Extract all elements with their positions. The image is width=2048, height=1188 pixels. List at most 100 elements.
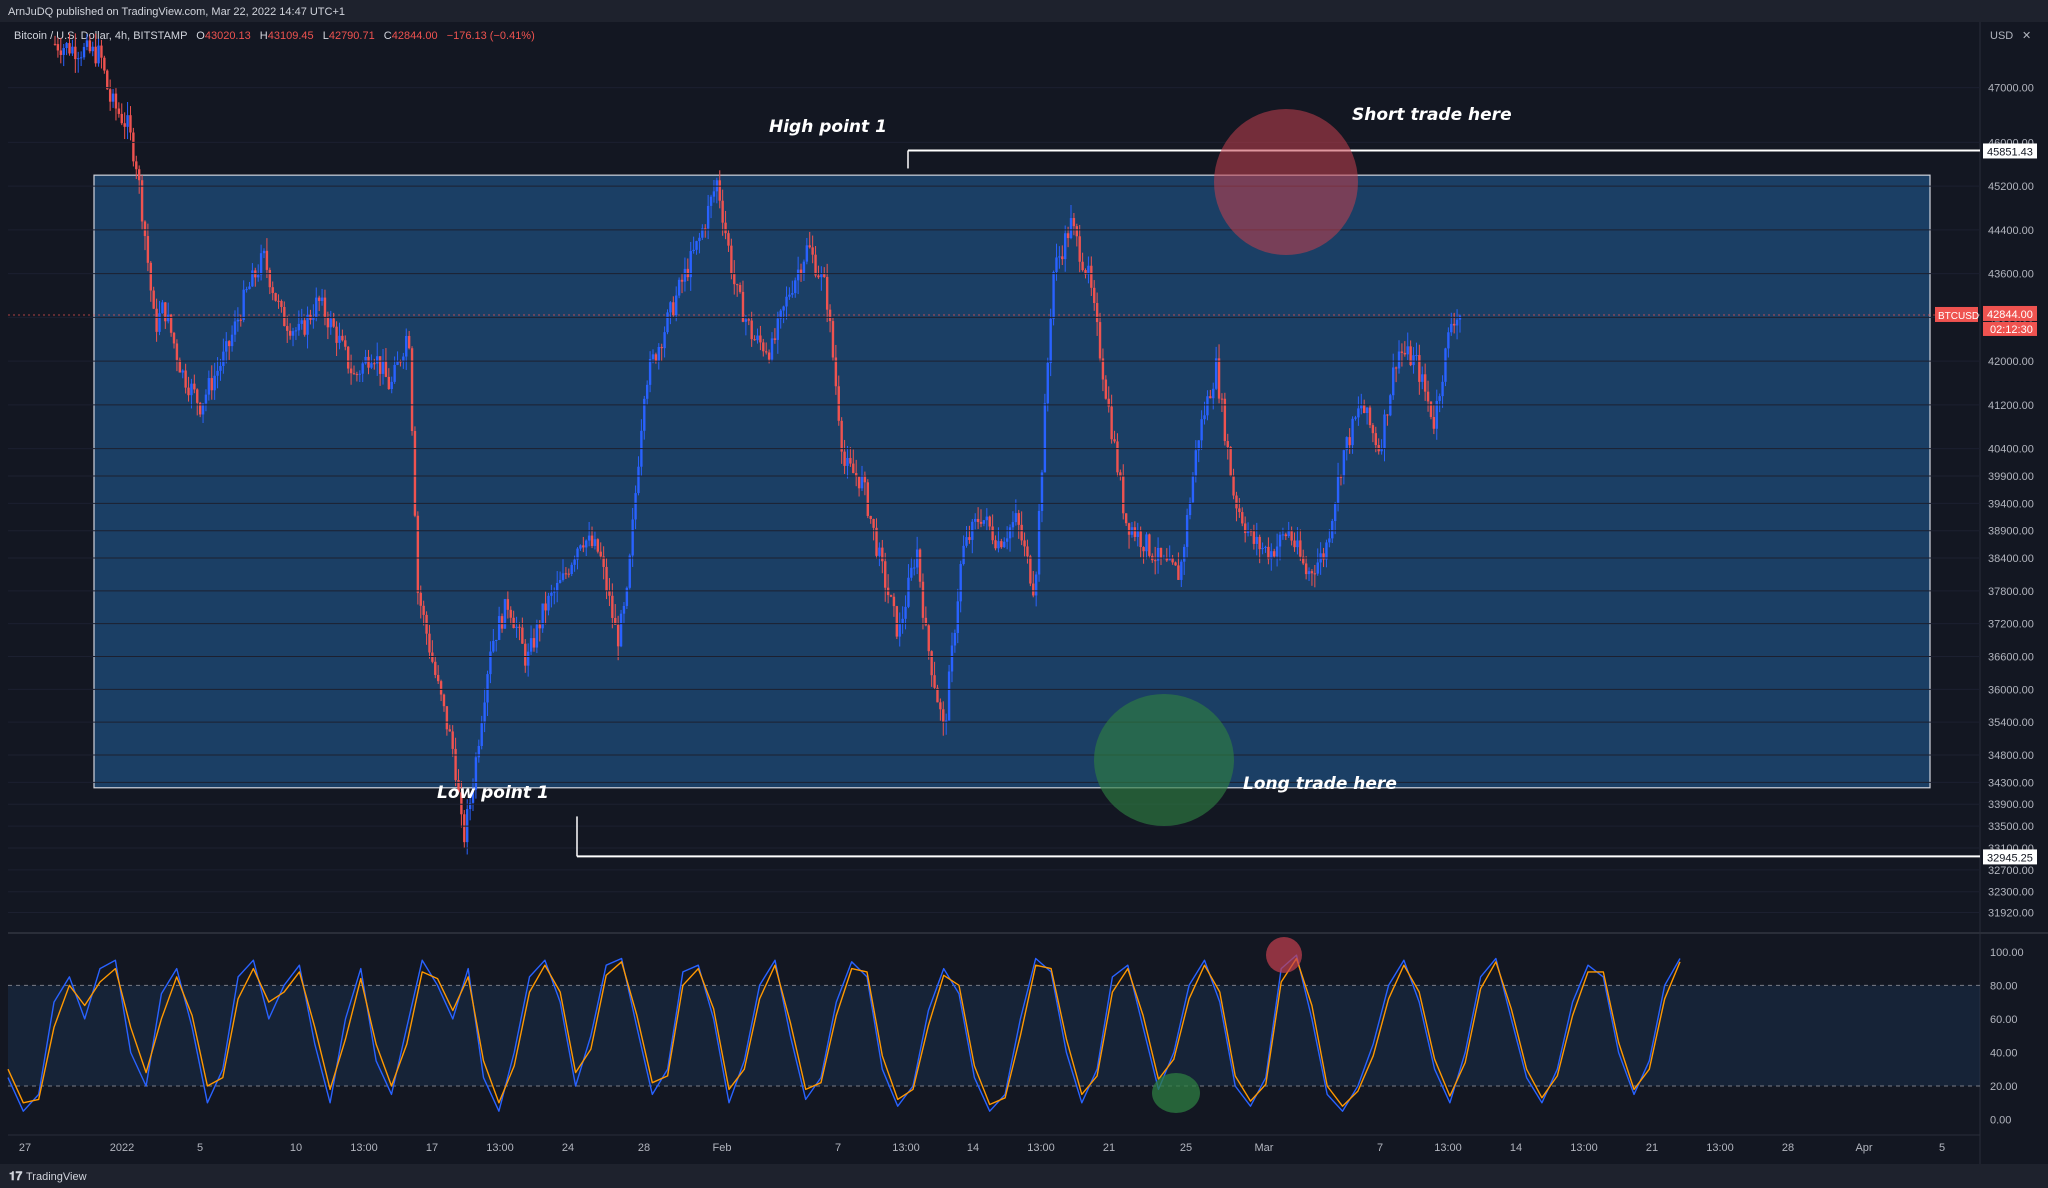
candle-body <box>85 40 89 47</box>
candle-body <box>529 638 533 652</box>
candle-body <box>985 516 989 521</box>
candle-body <box>779 310 782 319</box>
stochastic-axis[interactable]: 100.00 80.00 60.00 40.00 20.00 0.00 <box>1990 947 2024 1127</box>
candle-body <box>561 573 565 581</box>
time-axis[interactable]: 27 2022 5 10 13:00 17 13:00 24 28 Feb 7 13:00 14 13:0… <box>19 1142 1945 1154</box>
price-tick-label: 34800.00 <box>1988 750 2034 762</box>
time-tick-label: 14 <box>967 1142 979 1154</box>
open-value: 43020.13 <box>205 30 251 42</box>
candle-body <box>65 43 68 49</box>
candle-body <box>1133 527 1137 537</box>
short-zone-ellipse[interactable] <box>1214 109 1358 255</box>
candle-body <box>129 115 132 133</box>
candle-body <box>1444 348 1447 382</box>
candle-body <box>976 518 980 522</box>
candle-body <box>1124 513 1128 524</box>
candle-body <box>1368 407 1372 426</box>
time-tick-label: 21 <box>1646 1142 1658 1154</box>
candle-body <box>1374 433 1377 446</box>
candle-body <box>930 651 933 676</box>
candle-body <box>1447 332 1450 349</box>
candle-body <box>808 245 811 248</box>
candle-body <box>393 364 396 382</box>
candle-body <box>1238 508 1241 513</box>
candle-body <box>1046 362 1049 404</box>
candle-body <box>155 308 158 332</box>
candle-body <box>480 723 483 746</box>
candle-body <box>724 222 727 234</box>
candle-body <box>663 332 666 349</box>
candle-body <box>706 205 710 229</box>
currency-label[interactable]: USD <box>1990 30 2013 42</box>
low-label: L <box>323 30 329 42</box>
candle-body <box>291 331 295 336</box>
candle-body <box>74 46 77 60</box>
candle-body <box>1090 265 1093 288</box>
candle-body <box>1421 374 1424 382</box>
long-zone-ellipse[interactable] <box>1094 694 1234 826</box>
candle-body <box>196 389 199 403</box>
candle-body <box>541 603 544 629</box>
candle-body <box>82 46 86 58</box>
candle-body <box>979 521 983 524</box>
candle-body <box>1075 226 1079 237</box>
candle-body <box>1078 236 1081 262</box>
candle-body <box>79 57 83 59</box>
candle-body <box>448 729 451 732</box>
range-box[interactable] <box>93 174 1931 789</box>
candle-body <box>257 274 260 278</box>
close-label: C <box>384 30 392 42</box>
candle-body <box>213 375 216 391</box>
candle-body <box>1214 358 1218 389</box>
candle-body <box>628 555 631 588</box>
candle-body <box>773 338 777 340</box>
candle-body <box>387 376 391 390</box>
candle-body <box>1159 547 1163 559</box>
candle-body <box>631 519 634 556</box>
candle-body <box>709 196 713 206</box>
candle-body <box>1345 437 1348 451</box>
candle-body <box>1380 448 1383 452</box>
candle-body <box>1290 530 1293 541</box>
candle-body <box>1423 374 1427 392</box>
candle-body <box>1403 352 1407 355</box>
candle-body <box>1113 439 1116 442</box>
time-tick-label: 17 <box>426 1142 438 1154</box>
close-pane-icon[interactable]: ✕ <box>2022 30 2031 42</box>
candle-body <box>169 314 173 333</box>
candle-body <box>544 603 547 611</box>
tradingview-brand[interactable]: TradingView <box>26 1171 87 1183</box>
candle-body <box>1116 441 1119 473</box>
candle-body <box>614 617 617 625</box>
candle-body <box>1452 323 1456 326</box>
candle-body <box>1180 561 1183 580</box>
stoch-k-line <box>7 954 1681 1112</box>
candle-body <box>265 250 269 270</box>
candle-body <box>1052 272 1055 319</box>
candle-body <box>619 613 623 647</box>
candle-body <box>1145 534 1148 552</box>
candle-body <box>1302 556 1305 564</box>
candle-body <box>277 300 280 302</box>
candle-body <box>927 625 930 652</box>
candle-body <box>378 356 382 374</box>
candle-body <box>1029 556 1032 584</box>
candle-body <box>524 643 527 666</box>
candle-body <box>735 284 739 286</box>
candle-body <box>1148 534 1151 556</box>
candle-body <box>689 251 692 278</box>
candle-body <box>680 279 684 282</box>
candle-body <box>1032 583 1035 596</box>
candle-body <box>294 330 298 332</box>
published-note: ArnJuDQ published on TradingView.com, Ma… <box>8 6 345 18</box>
time-tick-label: 14 <box>1510 1142 1522 1154</box>
symbol-name[interactable]: Bitcoin / U.S. Dollar, 4h, BITSTAMP <box>14 30 187 42</box>
candle-body <box>451 731 454 749</box>
candle-body <box>825 276 829 310</box>
price-tick-label: 36600.00 <box>1988 652 2034 664</box>
candle-body <box>794 280 797 294</box>
candle-body <box>698 237 701 242</box>
tradingview-logo-icon[interactable]: 𝟏𝟕 <box>9 1169 23 1183</box>
candle-body <box>1203 415 1206 420</box>
